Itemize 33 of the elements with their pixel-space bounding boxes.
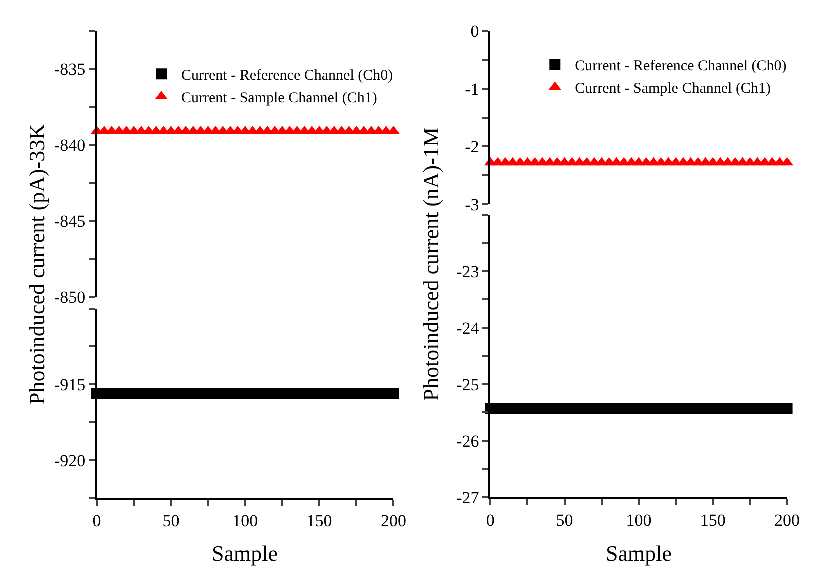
y-tick-label: -835 <box>54 60 86 80</box>
y-tick-label: 0 <box>470 22 480 42</box>
x-tick-label: 200 <box>774 510 800 530</box>
y-axis-title: Photoinduced current (pA)-33K <box>24 124 50 406</box>
x-tick-label: 0 <box>92 512 102 531</box>
y-axis-title: Photoinduced current (nA)-1M <box>418 127 444 402</box>
y-tick-label: -3 <box>465 195 480 214</box>
y-tick-label: -23 <box>456 262 480 282</box>
legend-label: Current - Sample Channel (Ch1) <box>575 81 771 98</box>
x-axis-title: Sample <box>606 541 672 566</box>
y-tick-label: -850 <box>54 288 86 308</box>
x-tick-label: 100 <box>626 510 652 530</box>
y-tick-label: -840 <box>54 136 86 156</box>
y-tick-label: -25 <box>456 375 480 394</box>
x-tick-label: 200 <box>380 512 406 531</box>
x-tick-label: 50 <box>162 512 180 531</box>
y-tick-label: -915 <box>54 376 86 395</box>
y-tick-label: -845 <box>54 212 86 232</box>
x-axis-title: Sample <box>212 541 278 566</box>
x-tick-label: 0 <box>486 510 495 530</box>
y-tick-label: -27 <box>456 488 480 508</box>
y-tick-label: -920 <box>54 451 86 470</box>
y-tick-label: -26 <box>456 432 480 451</box>
y-tick-label: -2 <box>465 138 480 157</box>
y-tick-label: -1 <box>465 80 480 99</box>
x-tick-label: 50 <box>556 510 574 530</box>
y-tick-label: -24 <box>456 318 480 338</box>
x-tick-label: 100 <box>232 512 258 531</box>
x-tick-label: 150 <box>700 510 726 530</box>
x-tick-label: 150 <box>306 512 332 531</box>
legend-label: Current - Reference Channel (Ch0) <box>182 68 394 84</box>
legend-label: Current - Sample Channel (Ch1) <box>182 90 378 106</box>
legend-label: Current - Reference Channel (Ch0) <box>575 58 787 75</box>
